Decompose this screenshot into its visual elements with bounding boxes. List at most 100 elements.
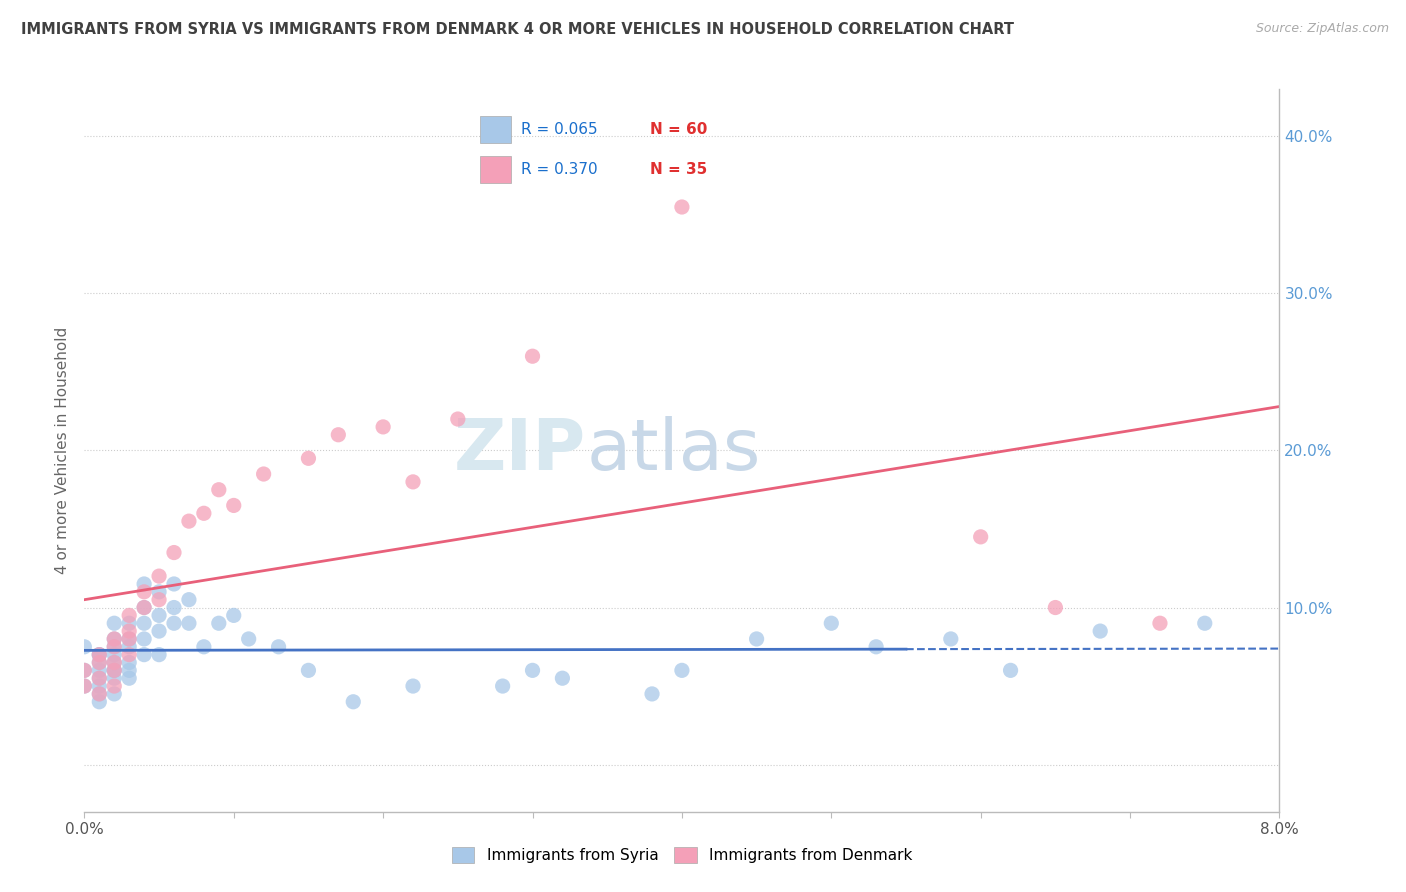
Point [522,664,544,678]
Point [745,632,768,646]
Legend: Immigrants from Syria, Immigrants from Denmark: Immigrants from Syria, Immigrants from D… [446,841,918,869]
Point [492,679,515,693]
Point [132,600,156,615]
Point [118,671,141,685]
Bar [481,156,512,183]
Point [103,664,125,678]
Point [163,577,186,591]
Point [970,530,993,544]
Point [163,545,186,559]
Point [193,640,215,654]
Text: atlas: atlas [586,416,761,485]
Point [89,671,111,685]
Point [222,499,245,513]
Point [89,648,111,662]
Point [238,632,260,646]
Point [89,664,111,678]
Point [118,616,141,631]
Point [1090,624,1112,639]
Text: Source: ZipAtlas.com: Source: ZipAtlas.com [1256,22,1389,36]
Point [132,632,156,646]
Point [1194,616,1216,631]
Point [103,671,125,685]
Point [253,467,276,481]
Point [118,664,141,678]
Text: R = 0.065: R = 0.065 [520,121,598,136]
Point [73,664,96,678]
Point [148,584,170,599]
Point [641,687,664,701]
Point [103,648,125,662]
Text: ZIP: ZIP [454,416,586,485]
Point [118,632,141,646]
Point [208,616,231,631]
Point [148,624,170,639]
Point [103,679,125,693]
Point [73,640,96,654]
Point [89,648,111,662]
Point [402,679,425,693]
Point [865,640,887,654]
Point [132,577,156,591]
Point [89,656,111,670]
Point [148,608,170,623]
Point [148,648,170,662]
Point [132,600,156,615]
Point [1149,616,1171,631]
Point [820,616,842,631]
Point [103,656,125,670]
Point [222,608,245,623]
Point [671,664,693,678]
Point [148,592,170,607]
Point [73,664,96,678]
Point [89,671,111,685]
Bar [481,116,512,143]
Point [132,616,156,631]
Point [103,632,125,646]
Point [939,632,962,646]
Point [103,616,125,631]
Text: R = 0.370: R = 0.370 [520,162,598,178]
Point [89,656,111,670]
Point [373,420,395,434]
Point [551,671,574,685]
Point [297,664,319,678]
Point [671,200,693,214]
Point [1045,600,1067,615]
Point [73,679,96,693]
Point [132,584,156,599]
Point [328,427,350,442]
Point [103,640,125,654]
Point [402,475,425,489]
Point [447,412,470,426]
Point [89,679,111,693]
Point [148,569,170,583]
Text: N = 35: N = 35 [651,162,707,178]
Point [163,600,186,615]
Point [118,640,141,654]
Point [73,679,96,693]
Point [118,648,141,662]
Point [103,656,125,670]
Text: IMMIGRANTS FROM SYRIA VS IMMIGRANTS FROM DENMARK 4 OR MORE VEHICLES IN HOUSEHOLD: IMMIGRANTS FROM SYRIA VS IMMIGRANTS FROM… [21,22,1014,37]
Point [163,616,186,631]
Point [193,506,215,520]
Point [103,640,125,654]
Point [297,451,319,466]
Point [522,349,544,363]
Point [118,608,141,623]
Point [132,648,156,662]
Point [177,592,200,607]
Point [103,664,125,678]
Point [89,687,111,701]
Point [89,687,111,701]
Point [103,664,125,678]
Text: N = 60: N = 60 [651,121,707,136]
Point [118,632,141,646]
Point [342,695,364,709]
Point [103,687,125,701]
Point [1000,664,1022,678]
Point [177,514,200,528]
Point [208,483,231,497]
Y-axis label: 4 or more Vehicles in Household: 4 or more Vehicles in Household [55,326,70,574]
